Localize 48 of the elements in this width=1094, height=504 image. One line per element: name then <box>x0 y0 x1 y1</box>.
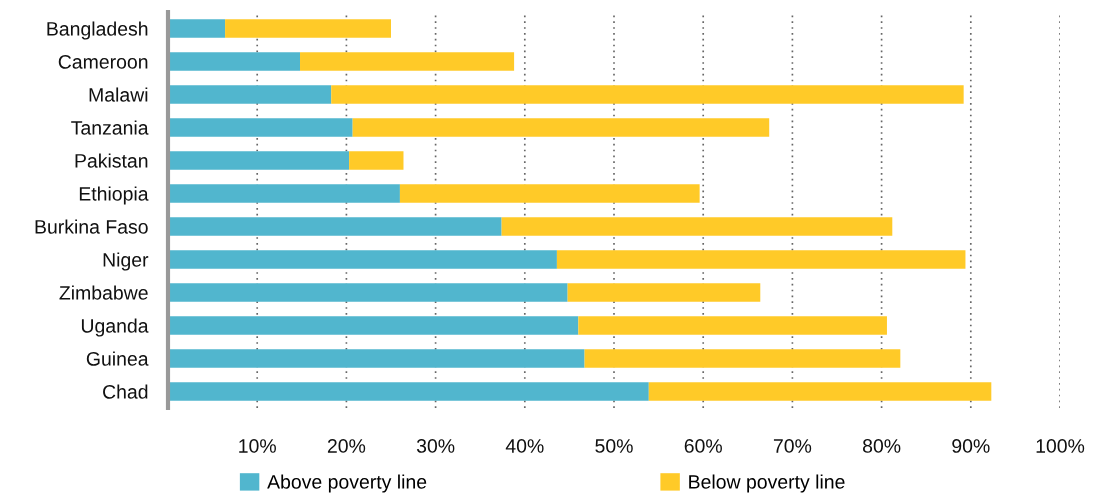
y-tick-label: Cameroon <box>58 54 148 69</box>
bar <box>352 118 770 137</box>
bar <box>168 349 585 368</box>
y-tick-label: Bangladesh <box>47 21 148 40</box>
bar <box>501 217 893 236</box>
y-tick-label: Zimbabwe <box>59 285 148 300</box>
x-tick-label: 80% <box>862 439 901 453</box>
bar <box>300 52 515 71</box>
x-tick-label: 40% <box>505 439 544 453</box>
y-tick-label: Guinea <box>86 351 149 366</box>
bar <box>168 250 557 269</box>
y-tick-label: Niger <box>103 252 149 271</box>
bar <box>584 349 901 368</box>
bar <box>648 382 992 401</box>
bar <box>168 217 502 236</box>
y-tick-label: Ethiopia <box>79 186 149 205</box>
bar <box>168 118 353 137</box>
bar <box>168 283 568 302</box>
x-tick-label: 90% <box>952 439 990 453</box>
x-tick-label: 30% <box>416 439 455 453</box>
bar <box>168 151 350 170</box>
bar <box>349 151 404 170</box>
bar <box>168 85 332 104</box>
bar <box>399 184 700 203</box>
legend-label: Above poverty line <box>267 474 427 493</box>
x-tick-label: 20% <box>327 439 366 453</box>
legend-label: Below poverty line <box>689 474 845 493</box>
y-tick-label: Burkina Faso <box>35 219 148 234</box>
x-tick-label: 10% <box>239 439 276 453</box>
bar <box>168 184 400 203</box>
y-tick-label: Chad <box>103 384 148 399</box>
bar <box>168 52 301 71</box>
bar <box>567 283 761 302</box>
bar <box>578 316 887 335</box>
y-tick-label: Malawi <box>89 87 148 102</box>
bar <box>168 19 226 38</box>
y-tick-label: Tanzania <box>71 120 149 135</box>
y-tick-label: Uganda <box>81 318 149 337</box>
bar <box>556 250 966 269</box>
x-tick-label: 70% <box>773 439 812 453</box>
bar <box>225 19 391 38</box>
x-tick-label: 60% <box>684 439 722 453</box>
bar <box>168 382 649 401</box>
bar <box>168 316 579 335</box>
x-tick-label: 50% <box>595 439 633 453</box>
y-tick-label: Pakistan <box>75 153 148 168</box>
x-tick-label: 100% <box>1036 439 1085 453</box>
bar <box>331 85 964 104</box>
